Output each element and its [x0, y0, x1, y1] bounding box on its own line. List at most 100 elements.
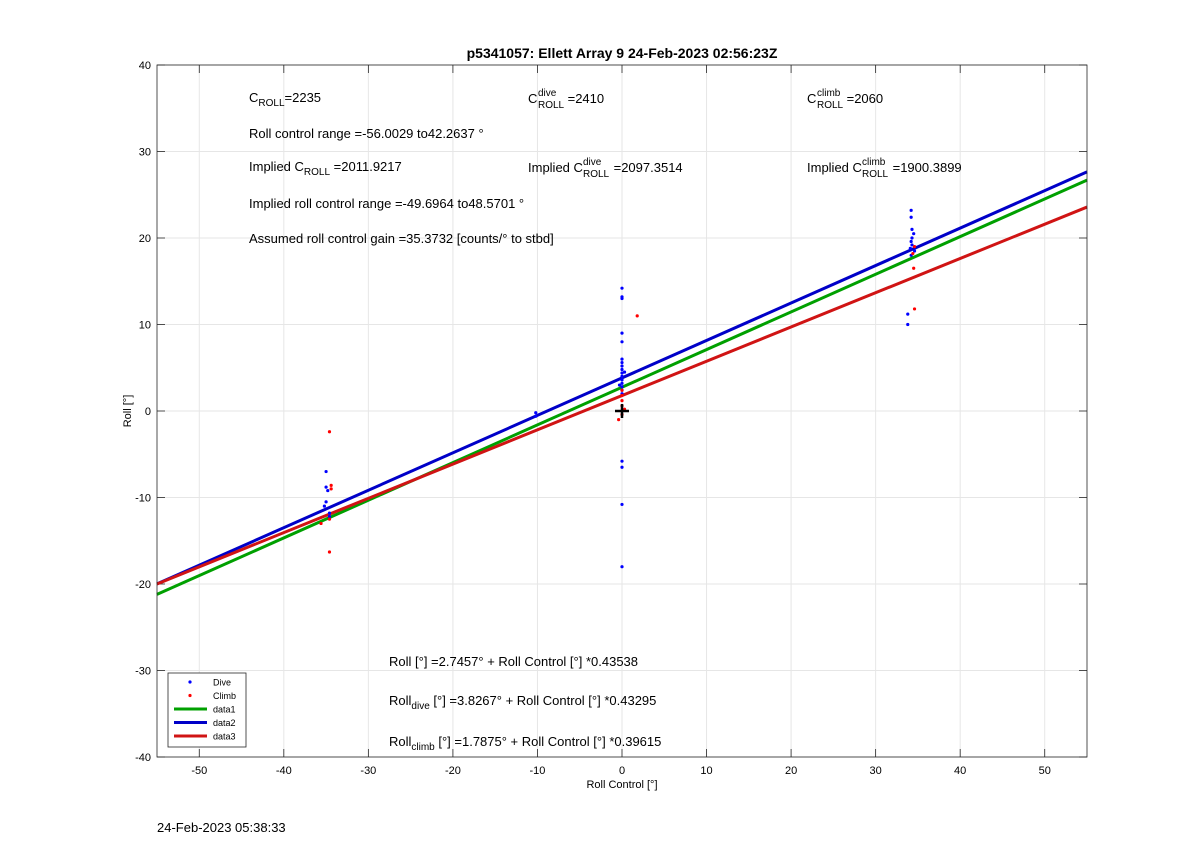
dive-point [326, 488, 330, 493]
dive-point [909, 239, 913, 244]
x-tick-label: -50 [191, 765, 207, 777]
climb-point [912, 307, 917, 311]
climb-point [912, 245, 917, 249]
footer-timestamp: 24-Feb-2023 05:38:33 [157, 820, 286, 835]
y-tick-label: 20 [139, 233, 151, 245]
roll-control-range: Roll control range =-56.0029 to42.2637 ° [249, 126, 484, 141]
c-roll-climb-annotation: Cclimb ROLL =2060 [807, 88, 883, 111]
gain-annotation: Assumed roll control gain =35.3732 [coun… [249, 231, 554, 246]
y-tick-label: 40 [139, 60, 151, 72]
legend-marker-climb [188, 693, 192, 698]
legend-label: data3 [213, 732, 236, 742]
dive-point [908, 246, 912, 250]
y-tick-label: -40 [135, 752, 151, 764]
x-tick-label: -40 [276, 765, 292, 777]
dive-point [620, 371, 624, 375]
dive-point [912, 232, 916, 236]
c-roll-dive-annotation: Cdive ROLL =2410 [528, 88, 604, 111]
dive-point [622, 370, 627, 374]
fit-dive-equation: Rolldive [°] =3.8267° + Roll Control [°]… [389, 693, 656, 712]
climb-point [620, 388, 624, 392]
dive-point [620, 286, 624, 290]
dive-point [620, 459, 624, 463]
dive-point [327, 511, 332, 515]
climb-point [635, 314, 639, 318]
dive-point [617, 383, 622, 387]
dive-point [620, 340, 624, 344]
dive-point [324, 485, 328, 489]
plot-border [156, 64, 1088, 758]
y-tick-label: -30 [135, 666, 151, 678]
x-tick-label: 20 [785, 765, 797, 777]
x-tick-label: -30 [360, 765, 376, 777]
climb-point [319, 521, 323, 526]
x-tick-label: 10 [700, 765, 712, 777]
climb-point [912, 266, 916, 270]
dive-point [910, 236, 914, 240]
dive-point [534, 411, 538, 415]
x-tick-label: 50 [1039, 765, 1051, 777]
x-tick-label: 0 [619, 765, 625, 777]
climb-point [327, 517, 332, 521]
dive-point [906, 312, 910, 316]
legend-label: data2 [213, 718, 236, 728]
dive-point [324, 500, 328, 504]
climb-point [620, 399, 624, 403]
dive-point [324, 469, 328, 474]
legend-label: data1 [213, 705, 236, 715]
dive-point [906, 322, 910, 327]
dive-point [620, 360, 624, 365]
dive-point [327, 514, 332, 519]
implied-c-roll-climb: Implied Cclimb ROLL =1900.3899 [807, 157, 962, 180]
plot-series [156, 170, 1088, 596]
legend-items: Dive Climb data1 data2 data3 [174, 678, 236, 742]
implied-c-roll-dive: Implied Cdive ROLL =2097.3514 [528, 157, 683, 180]
dive-point [620, 357, 624, 361]
x-tick-label: 40 [954, 765, 966, 777]
dive-point [620, 296, 624, 301]
chart-title: p5341057: Ellett Array 9 24-Feb-2023 02:… [467, 45, 778, 61]
legend-label: Climb [213, 691, 236, 701]
y-tick-label: 30 [139, 147, 151, 159]
dive-point [909, 208, 913, 212]
dive-point [620, 385, 624, 389]
y-axis-label: Roll [°] [122, 395, 134, 428]
y-tick-label: -20 [135, 579, 151, 591]
dive-point [909, 215, 913, 219]
dive-point [322, 504, 326, 508]
implied-c-roll: Implied CROLL =2011.9217 [249, 159, 402, 178]
climb-point [327, 430, 332, 434]
legend-label: Dive [213, 678, 231, 688]
dive-point [910, 243, 914, 247]
y-tick-label: 10 [139, 320, 151, 332]
legend-marker-dive [188, 680, 192, 684]
dive-point [620, 367, 624, 372]
dive-point [910, 227, 914, 231]
dive-point [620, 331, 624, 335]
axis-ticks: -50 -40 -30 -20 -10 0 10 20 30 40 50 -40 -30 -20 -10 0 1… [135, 60, 1087, 777]
dive-point [620, 374, 624, 378]
x-axis-label: Roll Control [°] [586, 779, 657, 791]
climb-point [620, 393, 624, 398]
climb-point [911, 251, 915, 256]
implied-range: Implied roll control range =-49.6964 to4… [249, 196, 524, 211]
dive-point [620, 381, 624, 385]
dive-point [620, 565, 624, 569]
dive-point [620, 378, 624, 382]
climb-point [329, 483, 333, 487]
x-tick-label: -10 [530, 765, 546, 777]
dive-point [620, 364, 624, 368]
dive-point [534, 414, 538, 418]
x-tick-label: -20 [445, 765, 461, 777]
climb-point [327, 550, 332, 554]
dive-point [620, 465, 624, 469]
climb-point [617, 418, 621, 422]
legend: Dive Climb data1 data2 data3 [167, 672, 247, 748]
y-tick-label: 0 [145, 406, 151, 418]
climb-point [329, 487, 333, 491]
fit-climb-equation: Rollclimb [°] =1.7875° + Roll Control [°… [389, 734, 661, 753]
fit-all-equation: Roll [°] =2.7457° + Roll Control [°] *0.… [389, 654, 638, 669]
dive-point [620, 502, 624, 507]
dive-point [912, 249, 917, 253]
